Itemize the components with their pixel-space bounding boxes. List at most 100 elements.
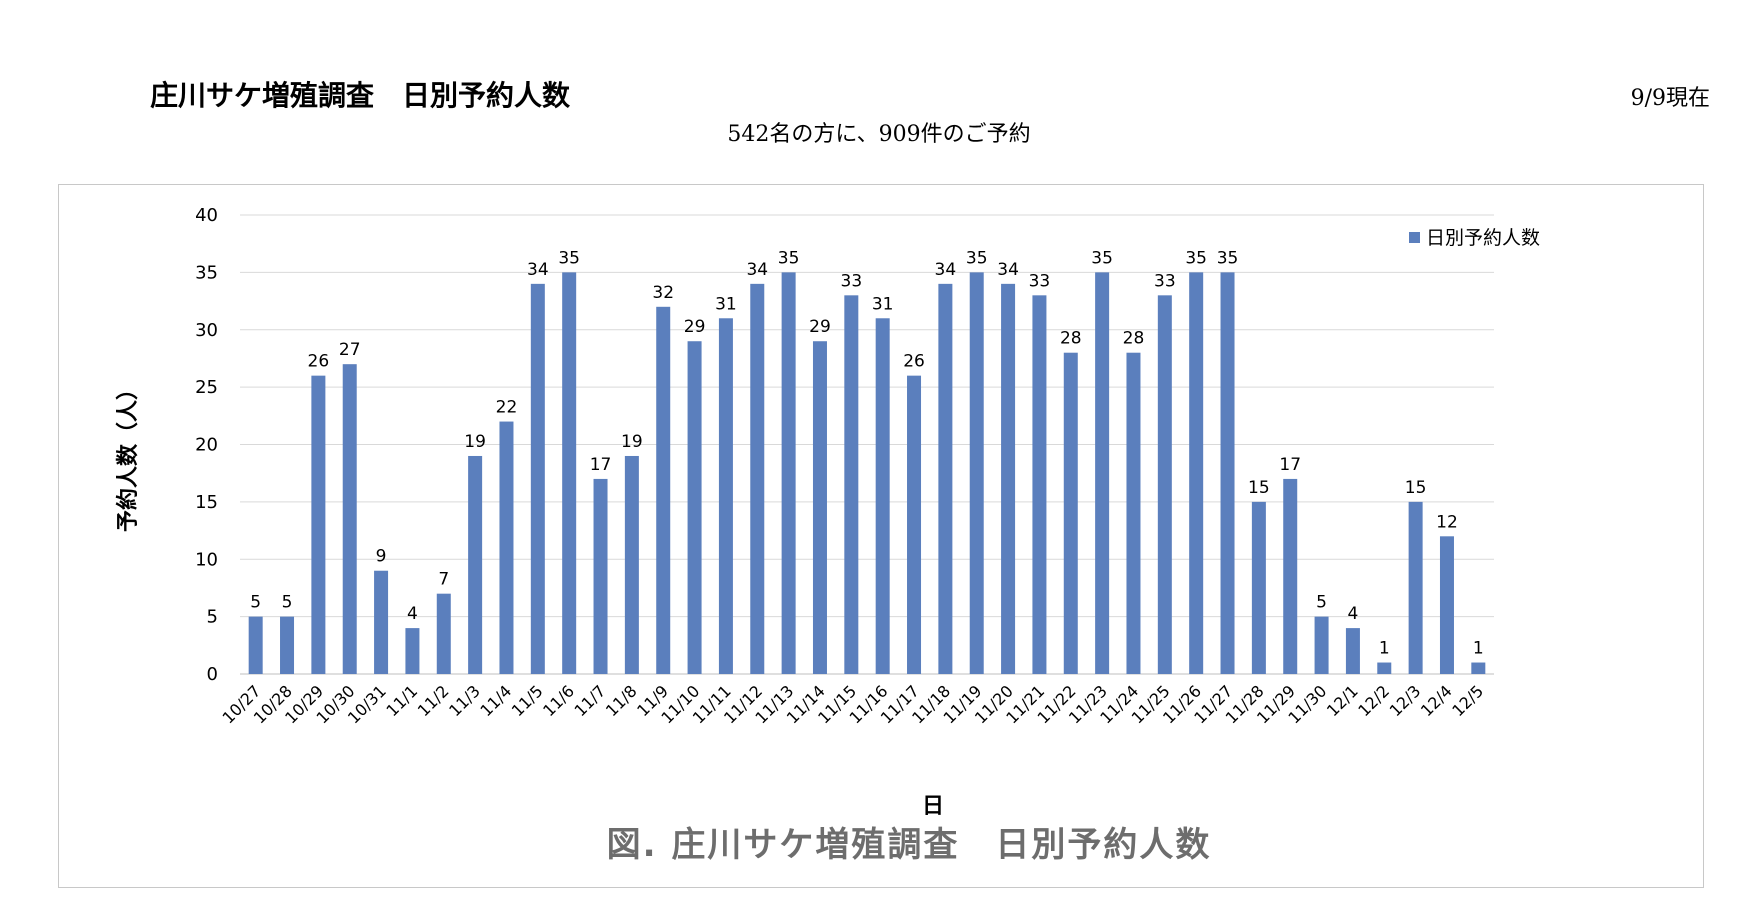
chart-frame: 0 5 10 15 20 25 30 35 40 5 5 26 27 9 4 7 19 22 34 35 17 19 32… — [58, 184, 1704, 888]
bar — [593, 478, 608, 674]
bar — [499, 421, 514, 674]
data-label: 31 — [872, 294, 894, 314]
data-label: 35 — [558, 248, 580, 268]
bar — [750, 283, 765, 674]
data-label: 35 — [1091, 248, 1113, 268]
x-tick-label: 12/2 — [1354, 681, 1393, 720]
bar — [405, 628, 420, 674]
bar — [1345, 628, 1360, 674]
x-tick-labels: 10/2710/2810/2910/3010/3111/111/211/311/… — [218, 681, 1487, 727]
data-labels: 5 5 26 27 9 4 7 19 22 34 35 17 19 32 29 31 34 35 29 33 31 26 3… — [250, 248, 1483, 658]
as-of-date: 9/9現在 — [1630, 86, 1710, 111]
grid-lines — [240, 214, 1494, 675]
bar — [907, 375, 922, 674]
legend: 日別予約人数 — [1409, 227, 1540, 249]
data-label: 27 — [339, 340, 361, 360]
data-label: 29 — [809, 317, 831, 337]
bar — [248, 616, 263, 674]
bar — [1314, 616, 1329, 674]
bar — [1439, 536, 1454, 674]
bar — [875, 318, 890, 674]
y-tick-label: 15 — [195, 492, 218, 513]
x-tick-label: 12/5 — [1448, 681, 1487, 720]
y-tick-label: 35 — [195, 262, 218, 283]
data-label: 29 — [684, 317, 706, 337]
data-label: 35 — [966, 248, 988, 268]
y-tick-label: 40 — [195, 205, 218, 226]
data-label: 28 — [1123, 329, 1145, 349]
data-label: 34 — [746, 260, 768, 280]
bar — [530, 283, 545, 674]
y-tick-label: 10 — [195, 549, 218, 570]
x-tick-label: 11/1 — [382, 681, 421, 720]
bar — [718, 318, 733, 674]
data-label: 31 — [715, 294, 737, 314]
y-axis-title: 予約人数（人） — [115, 378, 141, 532]
data-label: 9 — [376, 547, 387, 567]
data-label: 32 — [652, 283, 674, 303]
y-tick-label: 20 — [195, 435, 218, 456]
bar — [781, 272, 796, 674]
x-tick-label: 12/4 — [1417, 681, 1456, 720]
data-label: 33 — [841, 271, 863, 291]
data-label: 5 — [282, 593, 293, 613]
bar — [311, 375, 326, 674]
legend-swatch — [1409, 232, 1420, 243]
x-axis-title: 日 — [922, 794, 944, 819]
bar — [687, 341, 702, 674]
page-title: 庄川サケ増殖調査 日別予約人数 — [150, 79, 571, 112]
data-label: 34 — [527, 260, 549, 280]
data-label: 19 — [621, 432, 643, 452]
bar — [844, 295, 859, 674]
data-label: 34 — [935, 260, 957, 280]
data-label: 35 — [778, 248, 800, 268]
figure-caption: 図. 庄川サケ増殖調査 日別予約人数 — [607, 825, 1212, 865]
data-label: 1 — [1473, 639, 1484, 659]
bar — [1001, 283, 1016, 674]
y-tick-label: 25 — [195, 377, 218, 398]
data-label: 35 — [1217, 248, 1239, 268]
data-label: 34 — [997, 260, 1019, 280]
x-tick-label: 11/7 — [571, 681, 610, 720]
x-tick-label: 11/2 — [414, 681, 453, 720]
bar — [1157, 295, 1172, 674]
bars — [248, 272, 1486, 674]
data-label: 22 — [496, 398, 518, 418]
bar-chart: 0 5 10 15 20 25 30 35 40 5 5 26 27 9 4 7 19 22 34 35 17 19 32… — [115, 205, 1540, 865]
data-label: 26 — [903, 352, 925, 372]
bar — [656, 306, 671, 674]
y-tick-label: 0 — [207, 664, 218, 685]
bar — [1283, 478, 1298, 674]
x-tick-label: 12/3 — [1386, 681, 1425, 720]
bar — [1377, 662, 1392, 674]
data-label: 33 — [1029, 271, 1051, 291]
data-label: 35 — [1185, 248, 1207, 268]
x-tick-label: 12/1 — [1323, 681, 1362, 720]
data-label: 15 — [1405, 478, 1427, 498]
data-label: 15 — [1248, 478, 1270, 498]
y-tick-label: 30 — [195, 320, 218, 341]
data-label: 17 — [590, 455, 612, 475]
bar — [342, 364, 357, 674]
bar — [1189, 272, 1204, 674]
bar — [1408, 501, 1423, 674]
legend-label: 日別予約人数 — [1426, 227, 1540, 249]
bar — [969, 272, 984, 674]
bar — [624, 455, 639, 674]
x-tick-label: 11/4 — [476, 681, 515, 720]
x-tick-label: 11/8 — [602, 681, 641, 720]
bar — [280, 616, 295, 674]
data-label: 19 — [464, 432, 486, 452]
data-label: 7 — [438, 570, 449, 590]
data-label: 5 — [1316, 593, 1327, 613]
data-label: 1 — [1379, 639, 1390, 659]
data-label: 26 — [308, 352, 330, 372]
x-tick-label: 11/6 — [539, 681, 578, 720]
data-label: 4 — [1348, 604, 1359, 624]
y-tick-label: 5 — [207, 607, 218, 628]
data-label: 33 — [1154, 271, 1176, 291]
bar — [1471, 662, 1486, 674]
bar — [938, 283, 953, 674]
bar — [1220, 272, 1235, 674]
bar — [812, 341, 827, 674]
